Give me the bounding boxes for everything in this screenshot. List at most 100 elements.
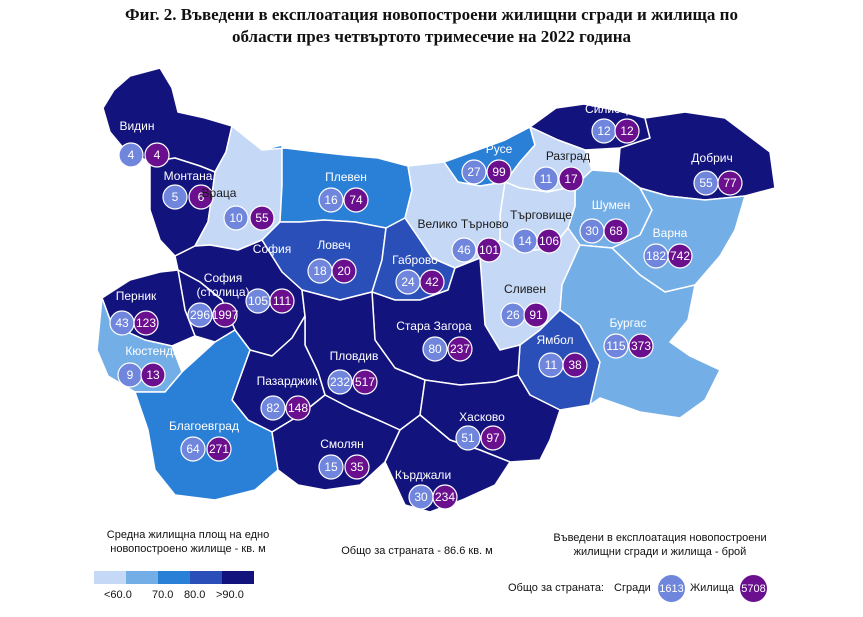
region-label: София	[253, 242, 291, 256]
buildings-bubble	[260, 395, 286, 421]
dwellings-bubble	[343, 187, 369, 213]
dwellings-count: 6	[198, 190, 205, 204]
map-title: Фиг. 2. Въведени в експлоатация новопост…	[0, 4, 863, 48]
area-legend-title-line-1: Средна жилищна площ на едно	[106, 529, 270, 541]
buildings-bubble	[455, 425, 481, 451]
buildings-bubble	[451, 237, 477, 263]
dwellings-count: 77	[723, 176, 737, 190]
buildings-count: 46	[457, 243, 471, 257]
region-label: Силистра	[585, 102, 639, 116]
dwellings-count: 123	[136, 316, 156, 330]
dwellings-count: 68	[609, 224, 623, 238]
buildings-count: 18	[313, 264, 327, 278]
dwellings-count: 271	[209, 442, 229, 456]
dwellings-total-bubble: 5708	[740, 575, 767, 602]
dwellings-count: 20	[337, 264, 351, 278]
region-label: Перник	[116, 289, 157, 303]
buildings-bubble	[223, 205, 249, 231]
color-scale	[94, 571, 254, 584]
buildings-count: 12	[597, 124, 611, 138]
dwellings-bubble	[432, 484, 458, 510]
buildings-count: 64	[186, 442, 200, 456]
dwellings-bubble	[419, 269, 445, 295]
region-label: Шумен	[592, 198, 630, 212]
buildings-count: 105	[248, 294, 268, 308]
dwellings-count: 373	[631, 339, 651, 353]
region-label: Ямбол	[536, 333, 573, 347]
buildings-bubble	[118, 142, 144, 168]
dwellings-bubble	[480, 425, 506, 451]
dwellings-bubble	[536, 228, 562, 254]
dwellings-count: 237	[450, 342, 470, 356]
dwellings-count: 74	[349, 193, 363, 207]
buildings-bubble	[318, 454, 344, 480]
buildings-count: 30	[585, 224, 599, 238]
buildings-count: 24	[401, 275, 415, 289]
scale-tick-2: 70.0	[152, 589, 174, 601]
dwellings-bubble	[667, 243, 693, 269]
dwellings-bubble	[614, 118, 640, 144]
buildings-count: 10	[229, 211, 243, 225]
buildings-bubble	[461, 159, 487, 185]
buildings-bubble	[422, 336, 448, 362]
scale-tick-4: >90.0	[216, 589, 244, 601]
color-scale-swatch-3	[158, 571, 190, 584]
buildings-legend-label: Сгради	[614, 582, 651, 594]
dwellings-bubble	[447, 336, 473, 362]
region-label: Стара Загора	[396, 319, 472, 333]
buildings-count: 11	[540, 172, 553, 186]
dwellings-count: 97	[486, 431, 500, 445]
buildings-count: 26	[506, 308, 520, 322]
dwellings-bubble	[144, 142, 170, 168]
buildings-count: 55	[699, 176, 713, 190]
dwellings-count: 101	[479, 243, 499, 257]
dwellings-bubble	[717, 170, 743, 196]
region-label: Търговище	[510, 208, 572, 222]
scale-tick-1: <60.0	[104, 589, 132, 601]
buildings-count: 11	[545, 358, 558, 372]
dwellings-bubble	[331, 258, 357, 284]
dwellings-count: 42	[425, 275, 439, 289]
dwellings-bubble	[476, 237, 502, 263]
buildings-bubble	[327, 369, 353, 395]
buildings-count: 51	[461, 431, 475, 445]
region-label: Смолян	[320, 437, 363, 451]
dwellings-count: 742	[670, 249, 690, 263]
region-label: Монтана	[164, 169, 213, 183]
region-label: Кърджали	[395, 468, 451, 482]
region-label: Кюстендил	[125, 344, 186, 358]
dwellings-count: 55	[255, 211, 269, 225]
dwellings-count: 234	[435, 490, 455, 504]
region-label: Разград	[546, 149, 590, 163]
dwellings-bubble	[269, 288, 295, 314]
count-legend-title-line-2: жилищни сгради и жилища - брой	[573, 546, 747, 558]
dwellings-count: 38	[568, 358, 582, 372]
region-label: Видин	[119, 119, 154, 133]
buildings-bubble	[180, 436, 206, 462]
buildings-bubble	[318, 187, 344, 213]
buildings-count: 14	[518, 234, 532, 248]
region-label: Русе	[486, 142, 513, 156]
buildings-count: 43	[115, 316, 129, 330]
region-label: София (столица)	[196, 271, 249, 299]
color-scale-swatch-2	[126, 571, 158, 584]
buildings-count: 4	[128, 148, 135, 162]
dwellings-count: 111	[273, 294, 292, 308]
region-label: Бургас	[610, 316, 647, 330]
dwellings-count: 106	[539, 234, 559, 248]
region-label: Велико Търново	[417, 217, 508, 231]
region-label: Враца	[202, 186, 237, 200]
region-label: Хасково	[459, 410, 505, 424]
count-legend-title-line-1: Въведени в експлоатация новопостроени	[553, 532, 767, 544]
dwellings-count: 517	[355, 375, 375, 389]
dwellings-bubble	[523, 302, 549, 328]
dwellings-bubble	[558, 166, 584, 192]
dwellings-bubble	[188, 184, 214, 210]
region-label: Сливен	[504, 282, 546, 296]
dwellings-count: 17	[564, 172, 578, 186]
area-legend-title: Средна жилищна площ на едно новопостроен…	[88, 528, 288, 556]
buildings-count: 16	[324, 193, 338, 207]
dwellings-bubble	[352, 369, 378, 395]
region-blagoevgrad	[134, 329, 279, 501]
dwellings-bubble	[628, 333, 654, 359]
